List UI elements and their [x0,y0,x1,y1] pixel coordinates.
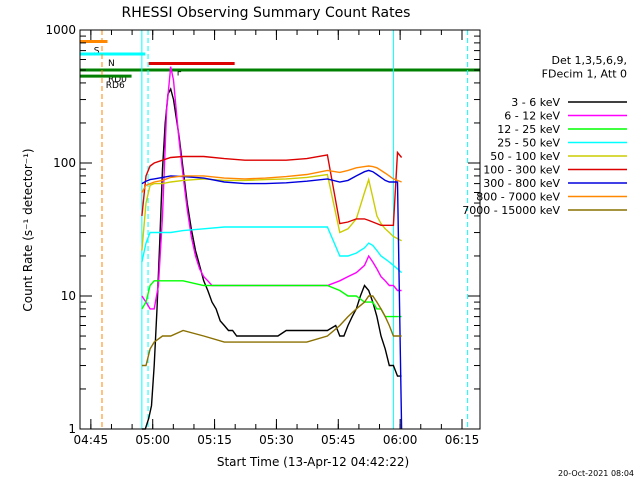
legend-label: 7000 - 15000 keV [462,204,560,217]
footer-timestamp: 20-Oct-2021 08:04 [558,469,634,478]
plot-frame [79,29,481,430]
x-tick-label: 05:00 [135,433,170,447]
y-tick-label: 100 [53,156,76,170]
legend-label: 12 - 25 keV [497,123,560,136]
status-bar-label: S [94,46,100,56]
x-axis-label: Start Time (13-Apr-12 04:42:22) [217,455,409,469]
series-line [141,169,403,430]
series-line [141,295,402,367]
status-bar-label: N [108,59,115,69]
legend-header: FDecim 1, Att 0 [542,68,627,81]
y-tick-label: 10 [61,289,76,303]
x-tick-label: 06:00 [383,433,418,447]
legend-label: 6 - 12 keV [504,110,560,123]
x-tick-label: 06:15 [445,433,480,447]
x-tick-label: 05:45 [321,433,356,447]
series-line [141,165,402,193]
series-line [141,150,403,227]
status-bar-label: RD6 [106,81,125,91]
legend-label: 800 - 7000 keV [476,191,560,204]
series-line [141,66,402,310]
series-line [141,173,402,251]
legend-header: Det 1,3,5,6,9, [551,54,627,67]
legend-label: 25 - 50 keV [497,137,560,150]
legend-label: 300 - 800 keV [483,177,560,190]
series-line [141,280,402,318]
chart-title: RHESSI Observing Summary Count Rates [122,5,411,21]
x-tick-label: 05:30 [259,433,294,447]
x-tick-label: 04:45 [74,433,109,447]
y-tick-label: 1 [68,422,76,436]
series-line [141,226,403,274]
legend-label: 100 - 300 keV [483,164,560,177]
status-bar-label: F [177,68,182,78]
status-bar-label: RD0 [108,75,127,85]
y-tick-label: 1000 [45,23,76,37]
y-axis-label: Count Rate (s⁻¹ detector⁻¹) [21,148,35,311]
legend-label: 3 - 6 keV [511,96,560,109]
series-line [141,87,402,430]
x-tick-label: 05:15 [197,433,232,447]
legend-label: 50 - 100 keV [490,150,560,163]
